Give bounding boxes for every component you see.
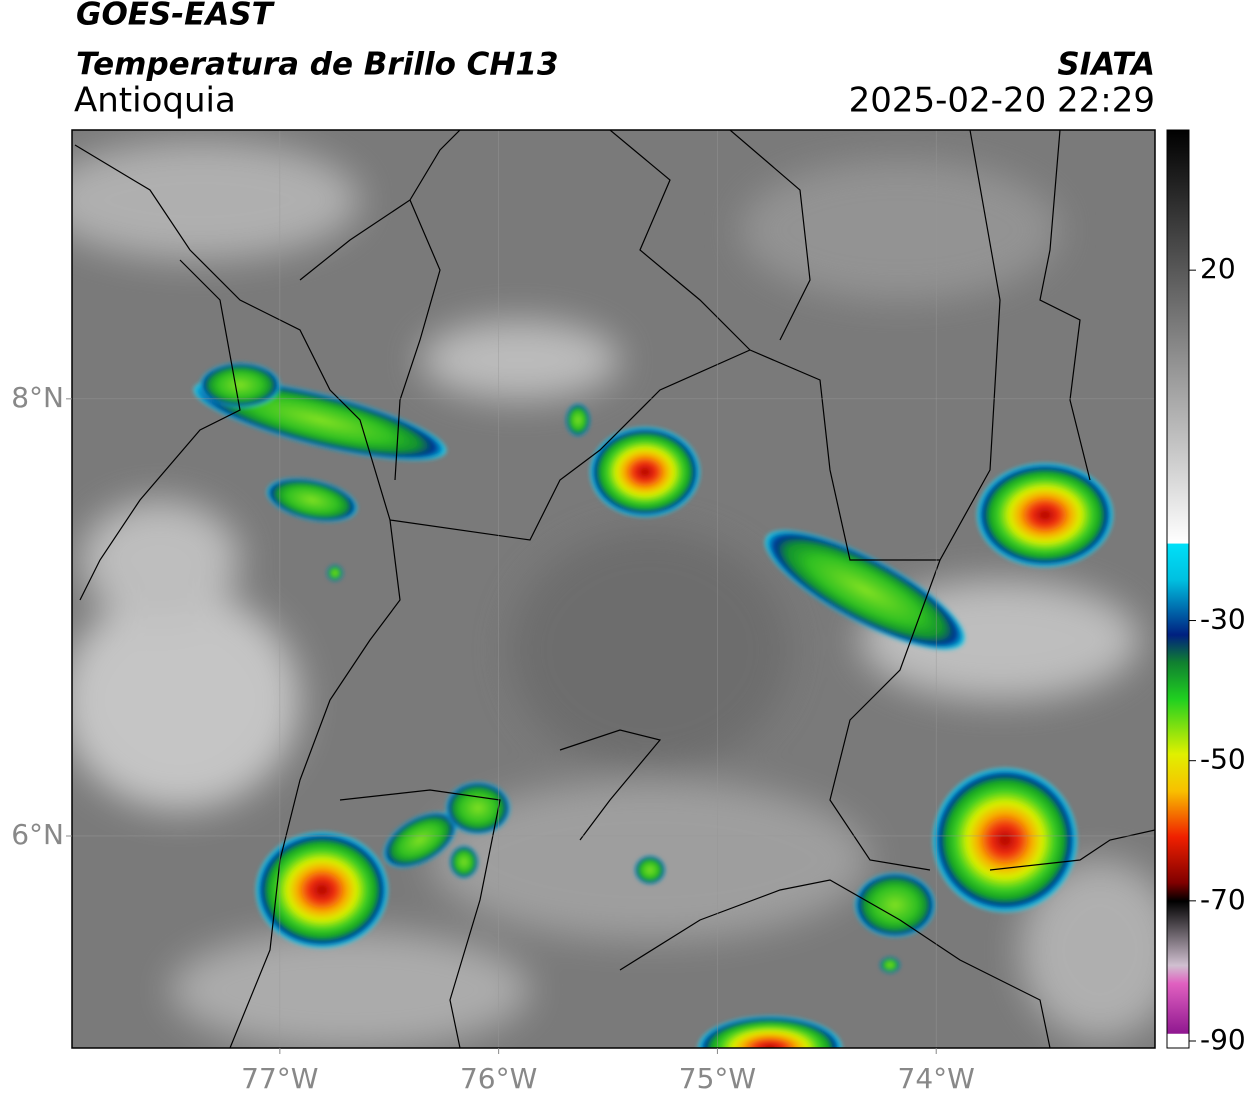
map-frame xyxy=(71,129,1156,1049)
colorbar-tick-label: -30 xyxy=(1200,603,1246,636)
x-tick-label: 75°W xyxy=(679,1062,756,1095)
y-tick-label: 8°N xyxy=(11,381,64,414)
colorbar xyxy=(1166,129,1190,1049)
colorbar-tick-label: -70 xyxy=(1200,883,1246,916)
grid xyxy=(72,130,1155,1048)
x-tick-label: 74°W xyxy=(898,1062,975,1095)
colorbar-tick-label: 20 xyxy=(1200,252,1236,285)
subtitle: Temperatura de Brillo CH13 xyxy=(76,47,559,83)
colorbar-tick-label: -90 xyxy=(1200,1023,1246,1056)
region: Antioquia xyxy=(74,81,236,121)
y-tick-label: 6°N xyxy=(11,818,64,851)
source: SIATA xyxy=(1057,47,1155,83)
x-tick-label: 76°W xyxy=(460,1062,537,1095)
timestamp: 2025-02-20 22:29 xyxy=(849,81,1155,121)
x-tick-label: 77°W xyxy=(241,1062,318,1095)
satellite-image xyxy=(72,130,1155,1048)
title: GOES-EAST xyxy=(76,0,276,33)
colorbar-tick-label: -50 xyxy=(1200,743,1246,776)
